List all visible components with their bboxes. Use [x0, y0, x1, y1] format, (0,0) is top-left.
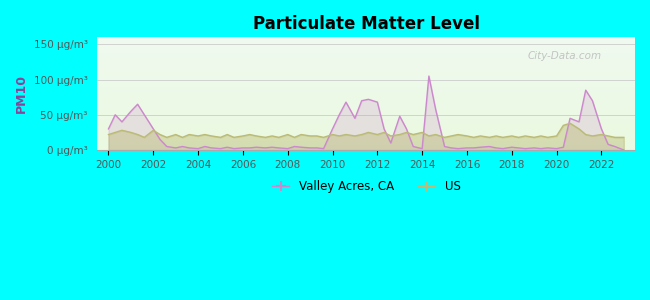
Y-axis label: PM10: PM10: [15, 74, 28, 113]
Legend: Valley Acres, CA, US: Valley Acres, CA, US: [267, 176, 465, 198]
Text: City-Data.com: City-Data.com: [527, 51, 602, 61]
Title: Particulate Matter Level: Particulate Matter Level: [253, 15, 480, 33]
